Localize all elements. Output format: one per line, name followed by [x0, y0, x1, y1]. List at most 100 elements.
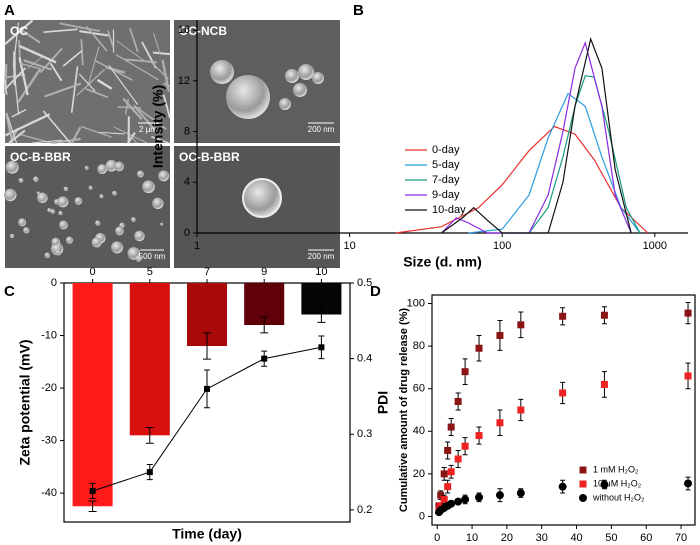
- error-bar: [317, 306, 326, 323]
- data-point: [600, 480, 609, 489]
- pdi-point: [204, 385, 210, 392]
- fiber: [42, 110, 71, 144]
- data-point: [475, 344, 483, 352]
- scale-bar-label: 200 nm: [308, 252, 335, 261]
- y2-tick-label: 0.4: [357, 353, 372, 365]
- particle: [97, 164, 108, 175]
- x-tick-label: 10: [466, 532, 478, 544]
- x-tick-label: 40: [570, 532, 582, 544]
- particle: [242, 178, 282, 218]
- y-tick-label: 8: [184, 125, 190, 137]
- panel-a: A OC OC-NCB OC-B-BBR OC-B-BBR 2 μm 200 n…: [3, 2, 340, 268]
- particle: [91, 237, 102, 248]
- particle: [51, 237, 61, 247]
- particle: [293, 83, 307, 97]
- particle: [105, 159, 118, 172]
- data-point: [444, 483, 452, 491]
- fiber: [96, 78, 113, 90]
- particle: [312, 72, 324, 84]
- data-point: [437, 502, 445, 510]
- bar: [129, 283, 170, 436]
- x-tick-label: 30: [536, 532, 548, 544]
- data-point: [447, 423, 455, 431]
- particle: [131, 217, 136, 222]
- fiber: [23, 59, 52, 71]
- fiber: [59, 22, 100, 33]
- fiber: [78, 73, 96, 92]
- particle: [99, 194, 104, 199]
- data-point: [454, 497, 463, 506]
- fiber: [122, 97, 143, 120]
- data-point: [517, 406, 525, 414]
- y2-axis-title: PDI: [375, 391, 391, 414]
- data-point: [517, 321, 525, 329]
- data-point: [475, 493, 484, 502]
- legend-label: 5-day: [432, 159, 460, 171]
- particles: [4, 159, 170, 262]
- fiber: [16, 67, 42, 104]
- fiber: [116, 40, 145, 61]
- particle: [55, 249, 62, 256]
- particle: [111, 241, 124, 254]
- fiber: [107, 30, 115, 49]
- fiber: [8, 129, 26, 144]
- error-bar: [88, 500, 97, 512]
- particle: [50, 209, 56, 214]
- y-tick-label: 20: [413, 468, 425, 480]
- fiber: [151, 61, 169, 80]
- data-point: [475, 432, 483, 440]
- fiber: [80, 39, 84, 66]
- particle: [84, 165, 89, 170]
- y-tick-label: -20: [41, 382, 57, 394]
- y-tick-label: 16: [178, 24, 190, 36]
- fiber: [85, 88, 109, 99]
- panel-label: C: [4, 283, 15, 300]
- panel-label: D: [370, 283, 381, 300]
- scale-bar-label: 500 nm: [139, 252, 166, 261]
- fiber: [43, 28, 78, 34]
- particle: [65, 236, 74, 244]
- fiber: [133, 104, 167, 130]
- pdi-point: [261, 355, 268, 362]
- particle: [114, 161, 125, 172]
- particle: [9, 233, 15, 239]
- particle: [4, 188, 17, 202]
- y-tick-label: 100: [407, 297, 425, 309]
- fiber: [129, 27, 139, 53]
- particle: [33, 176, 39, 182]
- particle: [158, 170, 170, 182]
- data-point: [684, 309, 692, 317]
- data-point: [496, 331, 504, 339]
- y-tick-label: 12: [178, 75, 190, 87]
- fiber: [18, 44, 57, 64]
- fiber: [88, 46, 100, 84]
- series-line: [528, 75, 641, 234]
- data-point: [454, 455, 462, 463]
- y2-tick-label: 0.2: [357, 504, 372, 516]
- particle: [152, 197, 164, 210]
- fiber: [162, 94, 171, 119]
- particle: [59, 220, 68, 230]
- x-tick-label: 70: [675, 532, 687, 544]
- particle: [74, 197, 83, 205]
- fiber: [4, 19, 34, 45]
- legend-label: 10-day: [432, 204, 466, 216]
- fiber: [18, 27, 41, 44]
- particle: [88, 185, 93, 190]
- x-axis-title: Time (day): [172, 526, 242, 542]
- particle: [57, 196, 69, 208]
- data-point: [600, 311, 608, 319]
- fiber: [80, 125, 112, 138]
- plot-frame: [431, 294, 696, 526]
- data-point: [461, 442, 469, 450]
- chart-panel: C 0 -10 -20 -30 -40 0.2 0.3 0.4 0.5 Time (day) Zeta…: [4, 266, 391, 542]
- particle: [37, 192, 48, 204]
- fiber: [124, 98, 130, 115]
- fiber: [79, 30, 109, 37]
- fiber: [19, 62, 40, 70]
- x-tick-label: 50: [605, 532, 617, 544]
- error-bar: [260, 316, 269, 334]
- chart-panel: B 0 4 8 12 16 1 10 100 1000 Size (d. nm) Intensity …: [150, 2, 688, 270]
- legend-swatch: [579, 494, 587, 502]
